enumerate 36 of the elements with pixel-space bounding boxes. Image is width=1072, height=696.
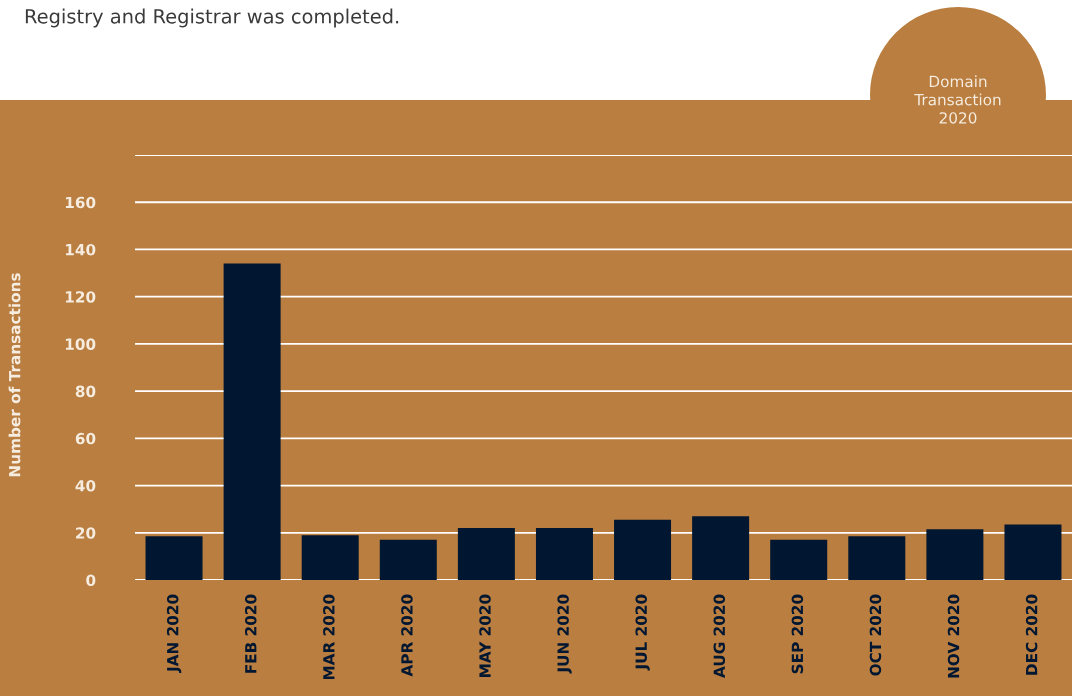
y-tick-label: 160 [65,196,96,209]
y-tick-label: 20 [76,527,96,539]
x-tick-label: JAN 2020 [166,594,182,673]
x-tick-label: JUN 2020 [557,594,572,674]
bar [145,536,203,580]
x-tick-label: SEP 2020 [791,594,804,674]
y-tick-label: 60 [75,432,96,445]
y-axis-title: Number of Transactions [8,273,21,477]
y-tick-label: 80 [75,385,96,398]
x-tick-label: NOV 2020 [947,594,960,678]
bar [535,528,593,580]
text: Registry and Registrar was completed. [25,8,399,28]
chart-title: Domain Transaction 2020 [914,75,1001,124]
x-tick-label: AUG 2020 [713,594,726,678]
y-tick-label: 140 [65,243,96,256]
y-tick-label: 40 [75,480,96,492]
x-tick-label: OCT 2020 [869,594,882,676]
bar [379,539,437,580]
bar [848,536,906,580]
bar [457,528,515,580]
bar [223,263,281,580]
x-tick-label: APR 2020 [401,594,413,677]
y-tick-label: 0 [86,574,96,587]
bar [1004,524,1062,580]
x-tick-label: FEB 2020 [245,594,257,673]
x-tick-label: MAY 2020 [479,594,491,677]
y-tick-label: 100 [65,338,96,350]
bar [770,539,828,580]
bar [614,519,672,580]
bar [926,529,984,580]
y-tick-label: 120 [65,291,96,303]
bar [301,535,359,580]
x-tick-label: DEC 2020 [1025,594,1038,675]
x-tick-label: JUL 2020 [635,594,650,671]
bar [692,516,750,580]
x-tick-label: MAR 2020 [323,594,335,680]
